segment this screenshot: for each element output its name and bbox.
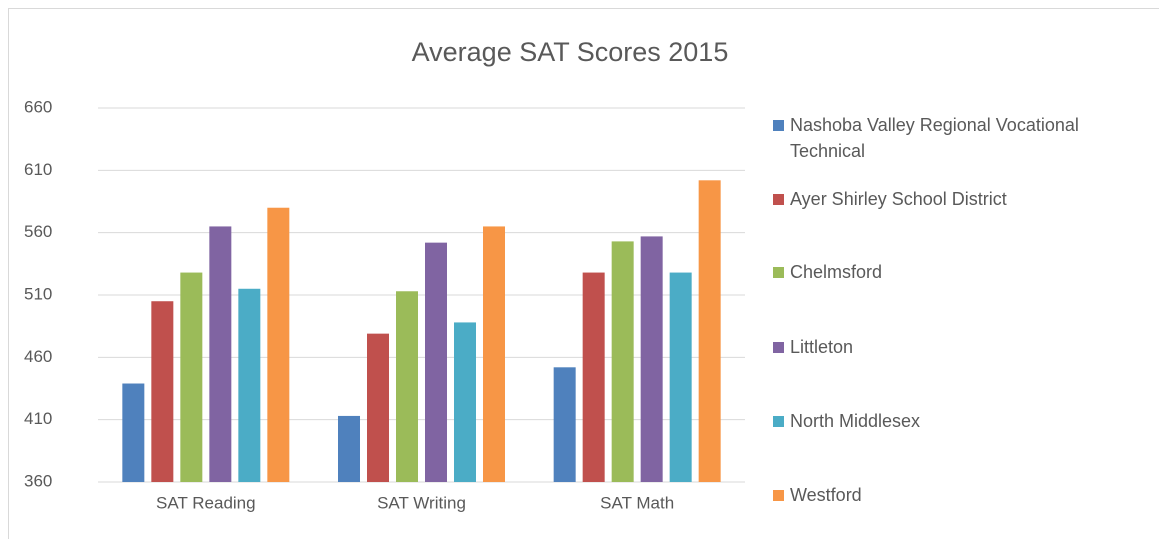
bar: [640, 236, 663, 482]
x-tick-label: SAT Math: [600, 493, 674, 512]
legend-swatch: [773, 267, 784, 278]
y-tick-label: 360: [24, 471, 52, 490]
x-tick-label: SAT Reading: [156, 493, 256, 512]
legend-item: Chelmsford: [773, 259, 1143, 285]
legend-swatch: [773, 490, 784, 501]
bar: [151, 301, 174, 482]
legend-swatch: [773, 194, 784, 205]
legend-swatch: [773, 342, 784, 353]
bar: [425, 242, 447, 482]
legend-label: Ayer Shirley School District: [790, 189, 1007, 209]
legend-swatch: [773, 416, 784, 427]
y-tick-label: 510: [24, 284, 52, 303]
bar: [396, 291, 418, 482]
bar: [611, 241, 634, 482]
legend-swatch: [773, 120, 784, 131]
bar: [180, 272, 203, 482]
bar: [483, 226, 505, 482]
y-tick-label: 660: [24, 97, 52, 116]
bar: [582, 272, 605, 482]
legend-item: North Middlesex: [773, 408, 1143, 434]
legend-label: North Middlesex: [790, 411, 921, 431]
legend-label: Chelmsford: [790, 262, 883, 282]
bar: [367, 333, 389, 482]
bar: [122, 383, 145, 482]
bar: [338, 415, 360, 482]
chart-title: Average SAT Scores 2015: [412, 37, 729, 67]
bar: [669, 272, 692, 482]
legend-item: Nashoba Valley Regional Vocational Techn…: [773, 112, 1143, 164]
y-tick-label: 560: [24, 222, 52, 241]
bar: [267, 207, 290, 482]
bar: [553, 367, 576, 482]
bar: [698, 180, 721, 482]
x-tick-label: SAT Writing: [377, 493, 466, 512]
legend-label: Littleton: [790, 337, 854, 357]
bar: [238, 288, 261, 482]
legend-item: Littleton: [773, 334, 1143, 360]
legend-item: Ayer Shirley School District: [773, 186, 1143, 212]
bar: [209, 226, 232, 482]
bar: [454, 322, 476, 482]
y-tick-label: 610: [24, 160, 52, 179]
legend-label: Nashoba Valley Regional Vocational Techn…: [790, 115, 1079, 161]
y-tick-label: 410: [24, 409, 52, 428]
legend-item: Westford: [773, 482, 1143, 508]
legend-label: Westford: [790, 485, 862, 505]
chart-frame: [8, 8, 1159, 539]
y-tick-label: 460: [24, 347, 52, 366]
